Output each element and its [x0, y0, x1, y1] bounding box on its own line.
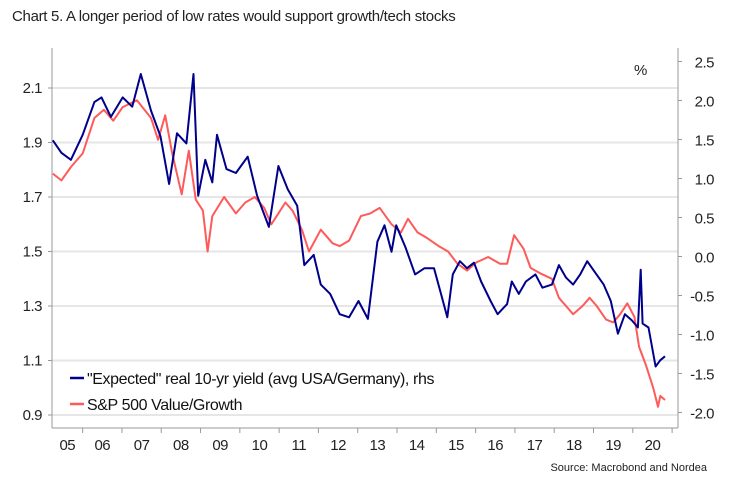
right-tick-label: 2.5	[695, 55, 715, 72]
chart-title: Chart 5. A longer period of low rates wo…	[12, 8, 456, 25]
right-tick-label: -0.5	[690, 289, 714, 306]
left-tick-label: 2.1	[23, 80, 43, 97]
x-tick-label: 12	[330, 437, 346, 454]
left-tick-label: 1.5	[23, 244, 43, 261]
right-tick-label: 2.0	[695, 94, 715, 111]
legend-label-yield: "Expected" real 10-yr yield (avg USA/Ger…	[87, 371, 434, 388]
source-note: Source: Macrobond and Nordea	[550, 462, 707, 474]
right-tick-label: -1.0	[690, 328, 714, 345]
x-tick-label: 20	[645, 437, 661, 454]
right-tick-label: 1.5	[695, 133, 715, 150]
x-tick-label: 09	[212, 437, 228, 454]
axes: 0.9 1.1 1.3 1.5 1.7 1.9 2.1 -2.0 -1.5 -1.0 -0.5 0.0…	[23, 48, 715, 454]
left-tick-label: 1.7	[23, 189, 43, 206]
x-tick-label: 14	[409, 437, 425, 454]
x-tick-label: 05	[59, 437, 75, 454]
x-tick-label: 06	[94, 437, 110, 454]
x-tick-label: 10	[252, 437, 268, 454]
gridlines	[52, 87, 678, 416]
right-tick-label: -1.5	[690, 367, 714, 384]
x-tick-label: 19	[605, 437, 621, 454]
right-tick-label: 1.0	[695, 172, 715, 189]
legend-label-value-growth: S&P 500 Value/Growth	[87, 397, 242, 414]
right-axis-unit: %	[634, 62, 647, 79]
x-tick-label: 16	[487, 437, 503, 454]
left-tick-label: 1.9	[23, 135, 43, 152]
right-tick-label: 0.0	[695, 250, 715, 267]
series-line-real-yield	[51, 73, 666, 368]
series-lines	[51, 73, 666, 408]
series-line-value-growth	[52, 99, 666, 408]
x-tick-label: 18	[566, 437, 582, 454]
x-tick-label: 11	[291, 437, 306, 454]
right-tick-label: 0.5	[695, 211, 715, 228]
legend: "Expected" real 10-yr yield (avg USA/Ger…	[70, 371, 435, 414]
left-tick-label: 0.9	[23, 407, 43, 424]
x-tick-label: 13	[370, 437, 386, 454]
x-tick-label: 08	[173, 437, 189, 454]
x-tick-label: 07	[134, 437, 150, 454]
right-tick-label: -2.0	[690, 406, 714, 423]
left-tick-label: 1.3	[23, 298, 43, 315]
x-tick-label: 17	[527, 437, 543, 454]
x-tick-label: 15	[448, 437, 464, 454]
left-tick-label: 1.1	[23, 353, 43, 370]
